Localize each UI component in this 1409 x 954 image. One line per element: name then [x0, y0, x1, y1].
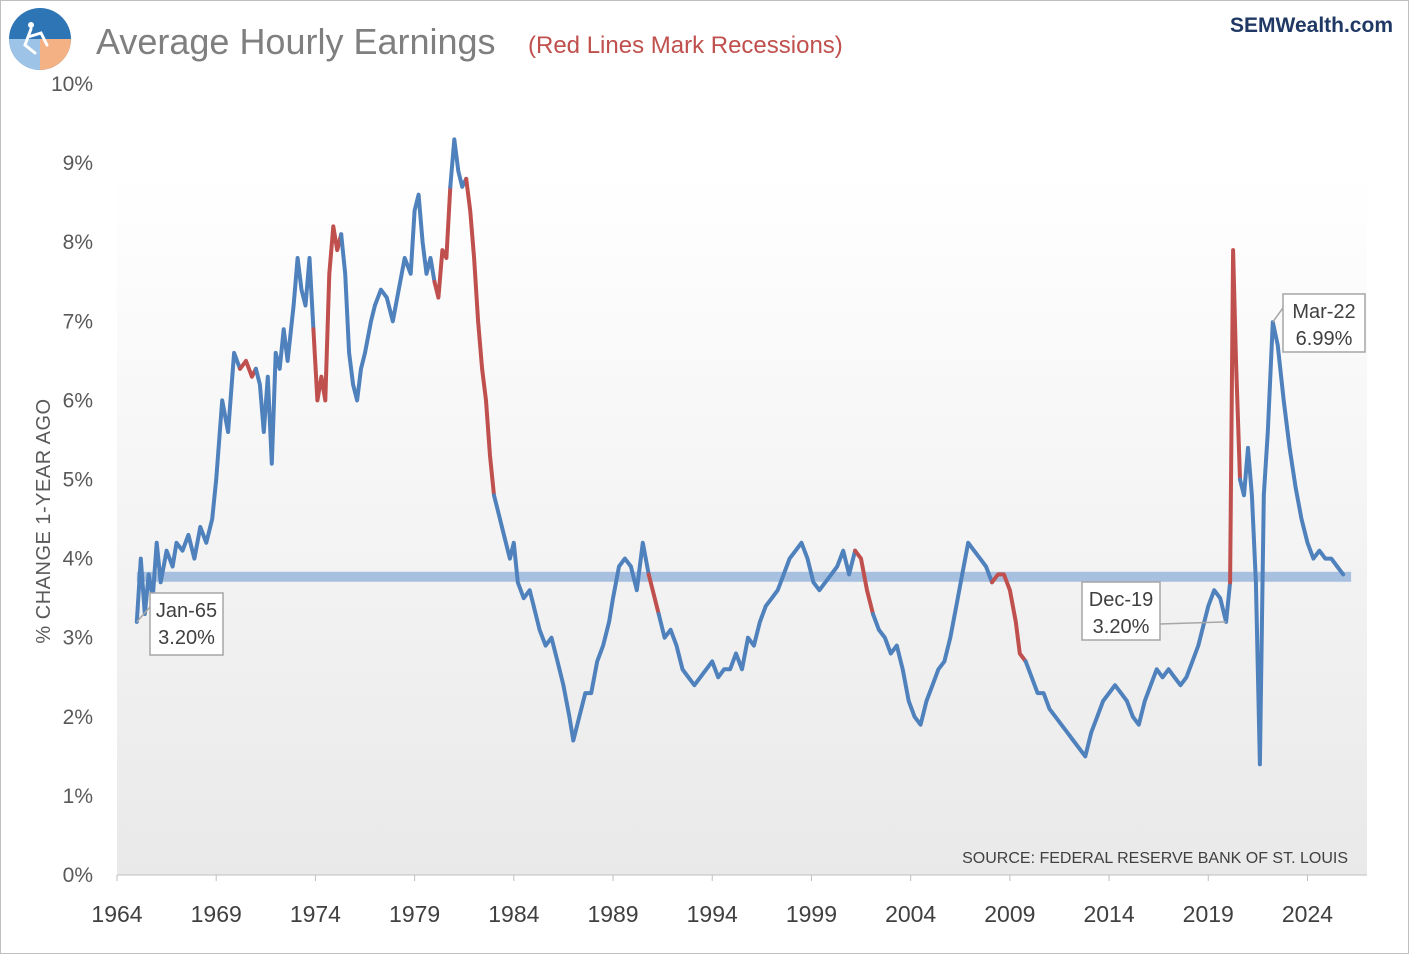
y-tick-label: 7%	[63, 310, 93, 333]
chart-title: Average Hourly Earnings	[96, 21, 496, 62]
y-tick-label: 9%	[63, 152, 93, 175]
x-tick-label: 1999	[786, 901, 837, 927]
earnings-line-segment	[253, 256, 316, 466]
recession-line-segment	[432, 184, 453, 300]
earnings-line-segment	[1023, 580, 1233, 759]
callout-date: Mar-22	[1292, 301, 1355, 323]
callout-value: 3.20%	[1093, 616, 1150, 638]
y-tick-label: 0%	[63, 864, 93, 887]
x-tick-label: 2024	[1282, 901, 1333, 927]
y-axis-ticks: 0% 1% 2% 3% 4% 5% 6% 7% 8% 9% 10%	[51, 73, 93, 887]
brand-label: SEMWealth.com	[1230, 14, 1393, 37]
x-tick-label: 2014	[1083, 901, 1134, 927]
earnings-line-segment	[656, 540, 858, 688]
recession-line-segment	[646, 572, 661, 616]
x-tick-label: 1984	[488, 901, 539, 927]
earnings-line-segment	[1238, 320, 1346, 767]
x-tick-label: 1969	[191, 901, 242, 927]
y-tick-label: 6%	[63, 389, 93, 412]
x-tick-label: 2004	[885, 901, 936, 927]
earnings-line-segment	[339, 192, 437, 403]
earnings-line-segment	[871, 540, 994, 727]
callout-date: Jan-65	[156, 600, 217, 622]
callout-jan-65: Jan-65 3.20%	[136, 592, 224, 656]
x-tick-label: 2009	[984, 901, 1035, 927]
earnings-line-segment	[448, 137, 469, 189]
y-tick-label: 2%	[63, 706, 93, 729]
callout-box	[149, 592, 224, 656]
chart-subtitle: (Red Lines Mark Recessions)	[528, 32, 843, 59]
plot-area	[117, 173, 1367, 875]
average-band	[136, 571, 1352, 582]
y-tick-label: 10%	[51, 73, 93, 96]
y-tick-label: 5%	[63, 469, 93, 492]
x-tick-label: 1994	[687, 901, 738, 927]
x-tick-label: 1974	[290, 901, 341, 927]
x-tick-label: 1979	[389, 901, 440, 927]
recession-line-segment	[1228, 248, 1242, 585]
y-tick-label: 3%	[63, 627, 93, 650]
y-tick-label: 4%	[63, 548, 93, 571]
x-tick-label: 1989	[587, 901, 638, 927]
y-axis-label: % CHANGE 1-YEAR AGO	[33, 398, 55, 643]
recession-line-segment	[311, 224, 344, 403]
source-note: SOURCE: FEDERAL RESERVE BANK OF ST. LOUI…	[962, 850, 1348, 867]
callouts: Jan-65 3.20% Dec-19 3.20% Mar-22 6.99%	[136, 293, 1366, 656]
x-tick-label: 2019	[1183, 901, 1234, 927]
recession-line-segment	[464, 176, 496, 498]
earnings-line-segment	[492, 493, 651, 743]
recession-line-segment	[853, 548, 875, 616]
callout-leader	[136, 606, 151, 623]
callout-date: Dec-19	[1089, 589, 1153, 611]
callout-mar-22: Mar-22 6.99%	[1272, 293, 1366, 353]
x-axis-ticks: 1964 1969 1974 1979 1984 1989 1994 1999 2004 2009…	[91, 875, 1333, 927]
callout-value: 6.99%	[1296, 328, 1353, 350]
sem-logo-icon	[9, 8, 71, 70]
callout-leader	[1159, 621, 1227, 625]
callout-value: 3.20%	[158, 627, 215, 649]
y-tick-label: 1%	[63, 785, 93, 808]
earnings-line-segment	[134, 350, 242, 624]
series-layer	[134, 137, 1346, 767]
callout-box	[1081, 581, 1161, 641]
y-tick-label: 8%	[63, 231, 93, 254]
callout-box	[1282, 293, 1366, 353]
x-tick-label: 1964	[91, 901, 142, 927]
recession-line-segment	[990, 572, 1028, 664]
recession-line-segment	[238, 358, 258, 379]
callout-dec-19: Dec-19 3.20%	[1081, 581, 1227, 641]
